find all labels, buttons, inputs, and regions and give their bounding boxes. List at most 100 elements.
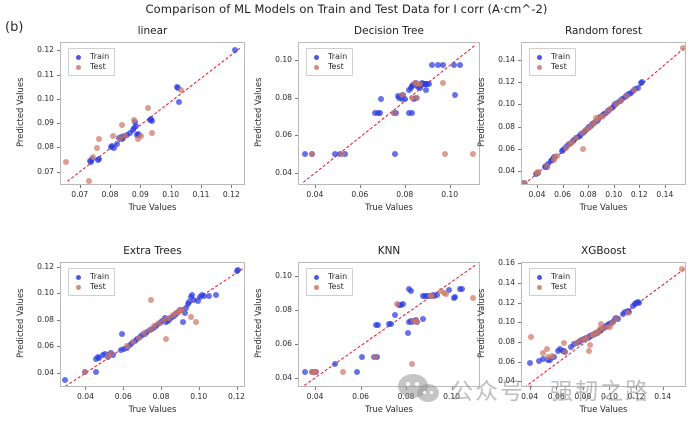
x-tick-mark <box>609 387 611 390</box>
chart-legend: Train Test <box>529 48 577 76</box>
chart-title: Extra Trees <box>123 245 182 257</box>
train-marker-icon <box>537 274 542 280</box>
chart-title: Random forest <box>564 25 643 37</box>
x-tick-mark <box>449 185 451 188</box>
test-marker-icon <box>537 284 542 290</box>
chart-legend: Train Test <box>306 268 354 296</box>
legend-item-test: Test <box>534 62 570 72</box>
x-tick-mark <box>110 185 112 188</box>
x-axis-label: True Values <box>579 404 628 414</box>
panel-letter: (b) <box>5 20 24 35</box>
y-tick-label: 0.08 <box>37 314 54 324</box>
x-tick-label: 0.08 <box>396 190 414 199</box>
x-tick-label: 0.11 <box>192 190 210 199</box>
train-marker-icon <box>76 54 81 60</box>
x-axis-label: True Values <box>128 404 177 414</box>
chart-legend: Train Test <box>68 268 116 296</box>
x-tick-label: 0.07 <box>71 190 89 199</box>
x-tick-mark <box>613 185 615 188</box>
x-tick-label: 0.12 <box>630 190 648 199</box>
y-tick-label: 0.08 <box>498 336 515 346</box>
train-marker-icon <box>314 54 319 60</box>
y-tick-mark <box>295 377 298 379</box>
x-axis-label: True Values <box>365 202 413 212</box>
x-tick-mark <box>562 185 564 188</box>
test-marker-icon <box>537 64 542 70</box>
x-tick-mark <box>85 387 87 390</box>
x-tick-label: 0.08 <box>579 190 597 199</box>
x-tick-mark <box>582 387 584 390</box>
y-tick-mark <box>518 59 521 61</box>
data-point-train <box>535 357 542 364</box>
x-tick-mark <box>404 185 406 188</box>
plot-area: Train Test <box>521 262 686 387</box>
y-tick-label: 0.04 <box>498 166 515 176</box>
y-tick-mark <box>518 302 521 304</box>
x-tick-label: 0.14 <box>654 392 672 401</box>
x-tick-label: 0.06 <box>351 190 369 199</box>
data-point-train <box>550 353 557 360</box>
x-tick-mark <box>639 185 641 188</box>
y-tick-label: 0.08 <box>275 305 292 315</box>
x-tick-label: 0.10 <box>162 190 180 199</box>
x-tick-mark <box>79 185 81 188</box>
chart-title: Decision Tree <box>354 25 424 37</box>
x-tick-label: 0.04 <box>528 190 546 199</box>
y-tick-label: 0.08 <box>37 142 54 152</box>
y-axis-label: Predicted Values <box>476 288 486 358</box>
test-marker-icon <box>76 284 81 290</box>
y-tick-label: 0.06 <box>498 143 515 153</box>
x-tick-mark <box>529 387 531 390</box>
x-tick-mark <box>662 387 664 390</box>
y-tick-mark <box>295 310 298 312</box>
x-tick-label: 0.10 <box>441 190 459 199</box>
data-point-test <box>543 346 550 353</box>
legend-item-train: Train <box>534 52 570 62</box>
train-marker-icon <box>76 274 81 280</box>
data-point-test <box>548 352 555 359</box>
y-tick-label: 0.14 <box>498 54 515 64</box>
y-tick-label: 0.06 <box>498 356 515 366</box>
x-tick-label: 0.08 <box>574 392 592 401</box>
y-tick-label: 0.08 <box>275 92 292 102</box>
train-marker-icon <box>314 274 319 280</box>
x-tick-label: 0.06 <box>547 392 565 401</box>
y-tick-label: 0.11 <box>37 69 54 79</box>
legend-label: Test <box>90 282 106 291</box>
legend-item-test: Test <box>534 282 570 292</box>
data-point-train <box>556 345 563 352</box>
y-tick-label: 0.06 <box>275 338 292 348</box>
x-tick-mark <box>198 387 200 390</box>
x-tick-label: 0.09 <box>131 190 149 199</box>
y-tick-mark <box>518 381 521 383</box>
x-tick-label: 0.08 <box>101 190 119 199</box>
y-tick-mark <box>57 74 60 76</box>
x-tick-label: 0.10 <box>443 392 461 401</box>
y-tick-label: 0.08 <box>498 121 515 131</box>
x-tick-label: 0.08 <box>152 392 170 401</box>
y-tick-mark <box>518 263 521 265</box>
data-point-train <box>568 343 575 350</box>
data-point-test <box>598 321 605 328</box>
y-tick-mark <box>57 319 60 321</box>
data-point-train <box>539 355 546 362</box>
x-tick-mark <box>664 185 666 188</box>
y-tick-label: 0.04 <box>275 372 292 382</box>
x-tick-label: 0.06 <box>114 392 132 401</box>
data-point-test <box>585 347 592 354</box>
x-tick-label: 0.10 <box>190 392 208 401</box>
y-tick-label: 0.09 <box>37 118 54 128</box>
legend-item-train: Train <box>311 272 347 282</box>
train-marker-icon <box>537 54 542 60</box>
x-tick-label: 0.14 <box>656 190 674 199</box>
x-tick-label: 0.04 <box>306 392 324 401</box>
legend-label: Test <box>90 62 106 71</box>
legend-label: Train <box>551 272 571 281</box>
y-tick-mark <box>57 147 60 149</box>
x-tick-mark <box>170 185 172 188</box>
data-point-test <box>544 353 551 360</box>
data-point-train <box>527 360 534 367</box>
x-tick-mark <box>201 185 203 188</box>
data-point-train <box>544 356 551 363</box>
